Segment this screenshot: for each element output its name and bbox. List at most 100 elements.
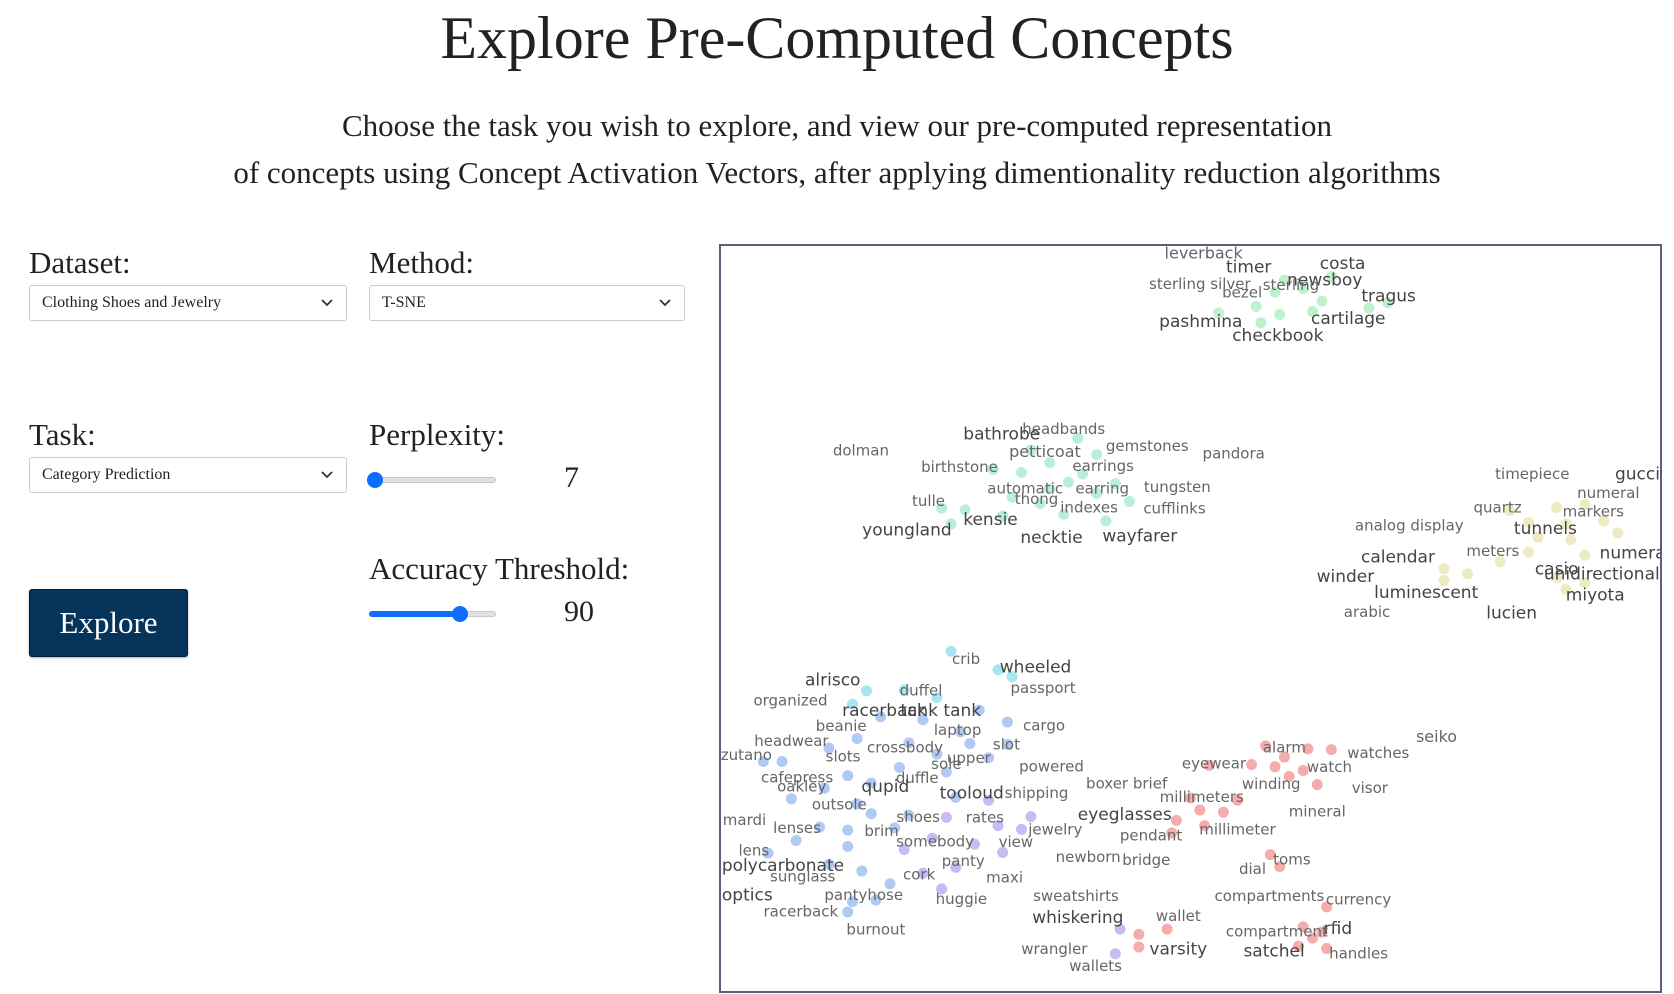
perplexity-slider-thumb[interactable] [367,472,384,488]
scatter-point-67[interactable] [931,748,943,760]
method-select[interactable]: T-SNE [369,285,685,321]
scatter-point-34[interactable] [1579,499,1591,511]
scatter-point-42[interactable] [1579,549,1591,561]
scatter-point-114[interactable] [1311,779,1323,791]
scatter-point-88[interactable] [1015,823,1027,835]
scatter-point-63[interactable] [903,737,915,749]
scatter-point-0[interactable] [1278,274,1290,286]
scatter-point-15[interactable] [1044,457,1056,469]
scatter-point-128[interactable] [1297,921,1309,933]
scatter-point-81[interactable] [903,809,915,821]
scatter-point-116[interactable] [1231,794,1243,806]
scatter-point-102[interactable] [846,896,858,908]
scatter-point-117[interactable] [1194,804,1206,816]
scatter-point-77[interactable] [785,793,797,805]
scatter-point-127[interactable] [1161,923,1173,935]
scatter-point-86[interactable] [889,822,901,834]
scatter-point-87[interactable] [992,820,1004,832]
scatter-point-91[interactable] [969,838,981,850]
scatter-point-118[interactable] [1217,806,1229,818]
scatter-point-13[interactable] [1025,444,1037,456]
scatter-point-64[interactable] [964,738,976,750]
scatter-point-36[interactable] [1560,518,1572,530]
scatter-point-95[interactable] [997,846,1009,858]
scatter-point-85[interactable] [842,824,854,836]
scatter-point-133[interactable] [1133,941,1145,953]
scatter-point-74[interactable] [865,777,877,789]
scatter-point-97[interactable] [856,865,868,877]
scatter-point-103[interactable] [870,894,882,906]
scatter-point-119[interactable] [1170,814,1182,826]
task-select[interactable]: Category Prediction [29,457,347,493]
scatter-point-40[interactable] [1612,527,1624,539]
scatter-point-44[interactable] [1438,563,1450,575]
scatter-point-58[interactable] [875,711,887,723]
scatter-point-107[interactable] [1325,744,1337,756]
scatter-point-37[interactable] [1598,515,1610,527]
scatter-point-111[interactable] [1269,761,1281,773]
scatter-point-7[interactable] [1363,302,1375,314]
scatter-point-35[interactable] [1523,516,1535,528]
scatter-point-27[interactable] [959,504,971,516]
scatter-point-50[interactable] [945,645,957,657]
scatter-point-129[interactable] [1316,926,1328,938]
scatter-point-39[interactable] [1565,534,1577,546]
scatter-point-90[interactable] [926,832,938,844]
scatter-point-69[interactable] [757,756,769,768]
scatter-point-21[interactable] [1044,483,1056,495]
scatter-point-54[interactable] [898,684,910,696]
scatter-point-80[interactable] [865,808,877,820]
scatter-point-62[interactable] [851,732,863,744]
scatter-point-56[interactable] [846,698,858,710]
scatter-point-121[interactable] [1166,827,1178,839]
scatter-point-47[interactable] [1438,575,1450,587]
scatter-point-23[interactable] [1006,491,1018,503]
scatter-point-109[interactable] [1203,759,1215,771]
accuracy-threshold-slider-thumb[interactable] [452,606,469,622]
scatter-point-108[interactable] [1278,751,1290,763]
scatter-point-65[interactable] [1001,738,1013,750]
scatter-point-99[interactable] [917,867,929,879]
scatter-point-4[interactable] [1316,295,1328,307]
scatter-point-113[interactable] [1283,770,1295,782]
scatter-point-12[interactable] [1072,432,1084,444]
scatter-point-22[interactable] [1091,487,1103,499]
scatter-point-120[interactable] [1199,820,1211,832]
concept-scatter-plot[interactable]: leverback timer costa newsboy sterling silve… [719,244,1662,993]
scatter-point-33[interactable] [1551,501,1563,513]
scatter-point-79[interactable] [983,794,995,806]
scatter-point-6[interactable] [1250,300,1262,312]
scatter-point-134[interactable] [1109,948,1121,960]
scatter-point-100[interactable] [884,878,896,890]
scatter-point-29[interactable] [997,510,1009,522]
scatter-point-41[interactable] [1523,546,1535,558]
scatter-point-126[interactable] [1133,928,1145,940]
scatter-point-75[interactable] [818,782,830,794]
scatter-point-110[interactable] [1246,759,1258,771]
scatter-point-89[interactable] [790,835,802,847]
scatter-point-83[interactable] [1025,811,1037,823]
scatter-point-38[interactable] [1532,531,1544,543]
scatter-point-82[interactable] [940,811,952,823]
scatter-point-78[interactable] [851,798,863,810]
scatter-point-25[interactable] [1034,498,1046,510]
scatter-point-132[interactable] [1321,943,1333,955]
scatter-point-94[interactable] [762,847,774,859]
scatter-point-30[interactable] [945,518,957,530]
scatter-point-52[interactable] [1006,671,1018,683]
scatter-point-104[interactable] [842,906,854,918]
scatter-point-106[interactable] [1302,743,1314,755]
scatter-point-73[interactable] [842,770,854,782]
scatter-point-48[interactable] [1579,577,1591,589]
scatter-point-28[interactable] [1058,508,1070,520]
scatter-point-26[interactable] [936,502,948,514]
scatter-point-10[interactable] [1307,306,1319,318]
scatter-point-9[interactable] [1274,309,1286,321]
accuracy-threshold-slider[interactable] [369,604,496,624]
scatter-point-122[interactable] [1264,849,1276,861]
scatter-point-105[interactable] [1260,740,1272,752]
scatter-point-11[interactable] [1255,317,1267,329]
scatter-point-59[interactable] [917,714,929,726]
scatter-point-60[interactable] [1001,716,1013,728]
scatter-point-112[interactable] [1297,764,1309,776]
